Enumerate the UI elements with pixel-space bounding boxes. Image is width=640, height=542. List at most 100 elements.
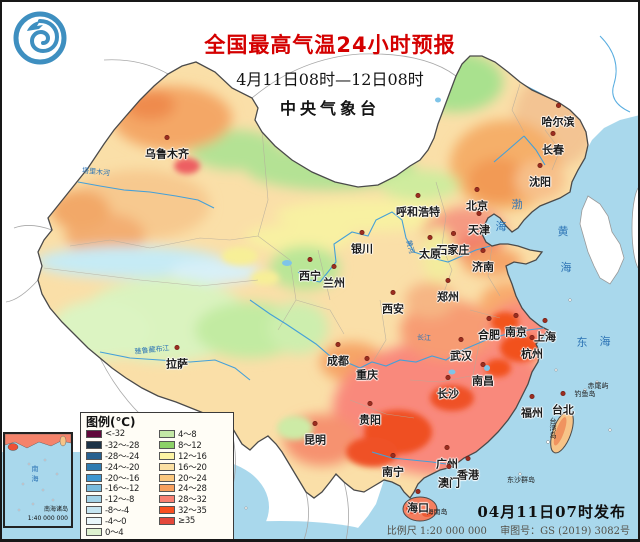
city-label: 武汉 [450, 337, 472, 364]
city-marker-dot [530, 335, 534, 340]
legend-swatch [86, 441, 102, 450]
title-block: 全国最高气温24小时预报 4月11日08时—12日08时 中央气象台 [169, 33, 491, 119]
legend-item: -32～-28 [86, 440, 156, 451]
city-name: 郑州 [437, 290, 459, 304]
city-marker-dot [530, 394, 534, 399]
map-scale: 比例尺 1:20 000 000 [386, 526, 487, 537]
city-label: 杭州 [521, 335, 543, 362]
island-label: 钓鱼岛 [574, 390, 596, 398]
city-marker-dot [475, 187, 479, 192]
city-marker-dot [481, 248, 485, 253]
legend-item: ≥35 [159, 515, 229, 526]
legend-range-label: -32～-28 [105, 441, 140, 452]
legend-title: 图例(℃) [86, 415, 136, 429]
temperature-legend: 图例(℃) <-32 -32～-28 -28～-24 -24～-20 -20～-16 -1… [80, 412, 234, 541]
legend-range-label: -28～-24 [105, 452, 140, 462]
city-name: 成都 [327, 354, 349, 368]
city-label: 兰州 [323, 264, 345, 291]
city-label: 台北 [552, 391, 574, 418]
city-label: 银川 [351, 230, 373, 257]
city-marker-dot [428, 235, 432, 240]
city-name: 上海 [534, 330, 556, 344]
city-label: 石家庄 [437, 231, 470, 258]
city-name: 杭州 [521, 347, 543, 361]
city-name: 重庆 [356, 368, 378, 382]
city-name: 乌鲁木齐 [145, 147, 189, 161]
inset-islands-label: 南海诸岛 [43, 506, 68, 513]
legend-item: -4～0 [86, 515, 156, 527]
sea-label: 海 [599, 335, 611, 348]
city-name: 济南 [472, 260, 494, 274]
city-marker-dot [481, 362, 485, 367]
city-label: 海口 [407, 489, 429, 516]
legend-range-label: -20～-16 [105, 473, 140, 484]
city-marker-dot [561, 391, 565, 396]
legend-swatch [86, 451, 102, 460]
city-name: 西安 [382, 302, 404, 316]
legend-swatch [159, 430, 175, 439]
forecast-period: 4月11日08时—12日08时 [236, 70, 424, 90]
legend-item: -20～-16 [86, 472, 156, 484]
city-marker-dot [446, 375, 450, 380]
city-label: 南宁 [382, 453, 404, 480]
legend-swatch [86, 462, 102, 471]
city-marker-dot [365, 356, 369, 361]
city-marker-dot [445, 445, 449, 450]
map-credits: 比例尺 1:20 000 000 审图号：GS (2019) 3082号 [377, 522, 630, 537]
city-label: 广州 [436, 445, 458, 472]
river-label: 长江 [416, 333, 432, 343]
legend-item: 20～24 [159, 472, 229, 484]
release-time: 04月11日07时发布 [477, 503, 626, 521]
city-marker-dot [360, 230, 364, 235]
city-label: 香港 [457, 456, 479, 483]
island-label: 海南岛 [426, 508, 448, 516]
city-label: 澳门 [438, 464, 460, 491]
city-name: 武汉 [450, 349, 472, 363]
city-name: 南宁 [382, 465, 404, 479]
legend-range-label: -12～-8 [105, 495, 135, 506]
city-name: 海口 [407, 501, 429, 515]
city-marker-dot [538, 163, 542, 168]
city-label: 西安 [382, 290, 404, 317]
legend-range-label: -24～-20 [105, 462, 140, 473]
city-name: 合肥 [478, 328, 500, 342]
city-name: 贵阳 [359, 413, 381, 427]
legend-item: -16～-12 [86, 483, 156, 494]
city-marker-dot [165, 135, 169, 140]
city-name: 北京 [466, 199, 488, 213]
city-marker-dot [543, 318, 547, 323]
city-name: 天津 [468, 223, 490, 237]
legend-swatch [86, 430, 102, 439]
legend-item: 16～20 [159, 461, 229, 473]
city-name: 广州 [436, 458, 458, 471]
legend-item: 8～12 [159, 440, 229, 451]
city-label: 昆明 [304, 421, 326, 448]
hainan-island [402, 496, 438, 522]
legend-range-label: 28～32 [178, 495, 207, 506]
legend-range-label: ≥35 [178, 515, 196, 526]
city-label: 长春 [542, 131, 564, 158]
city-label: 郑州 [437, 278, 459, 305]
city-name: 台北 [552, 403, 574, 417]
taiwan-island [550, 410, 574, 454]
sea-label: 黄 [557, 225, 569, 238]
south-china-sea-inset: 南海 南海诸岛 1:40 000 000 [3, 432, 73, 528]
city-marker-dot [446, 278, 450, 283]
legend-range-label: 8～12 [178, 441, 202, 452]
city-label: 福州 [521, 394, 543, 421]
legend-swatch [159, 516, 175, 525]
city-marker-dot [487, 316, 491, 321]
city-name: 香港 [457, 468, 479, 482]
legend-swatch [159, 495, 175, 504]
legend-range-label: 20～24 [178, 473, 207, 484]
legend-column-left: <-32 -32～-28 -28～-24 -24～-20 -20～-16 -16～-12-… [86, 429, 156, 538]
city-marker-dot [313, 421, 317, 426]
city-marker-dot [459, 337, 463, 342]
sea-label: 渤 [511, 198, 523, 211]
city-marker-dot [477, 211, 481, 216]
legend-swatch [159, 505, 175, 514]
island-label: 赤尾屿 [587, 382, 609, 390]
inset-scale-label: 1:40 000 000 [27, 515, 68, 522]
city-name: 哈尔滨 [541, 115, 575, 129]
